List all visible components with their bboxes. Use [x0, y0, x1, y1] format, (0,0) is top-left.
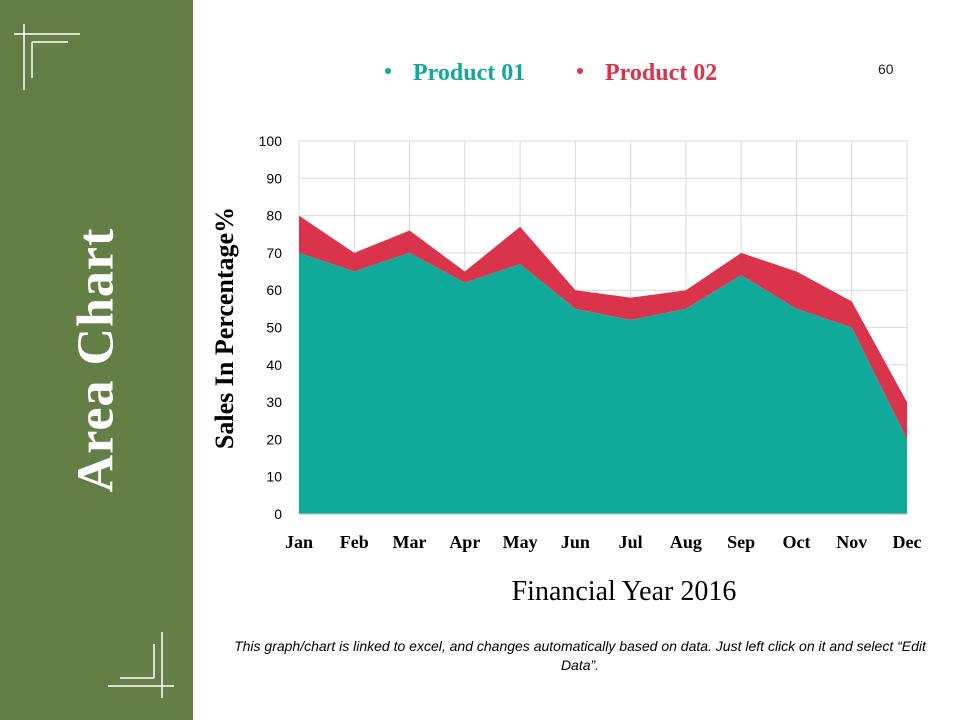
x-tick-label: Oct — [782, 532, 810, 552]
legend-label: Product 02 — [605, 60, 717, 86]
y-tick-label: 0 — [274, 506, 282, 522]
area-series-product-01 — [299, 252, 907, 514]
x-tick-label: Sep — [727, 532, 755, 552]
y-tick-label: 30 — [266, 394, 282, 410]
footnote: This graph/chart is linked to excel, and… — [234, 638, 926, 673]
y-tick-label: 100 — [259, 133, 283, 149]
y-tick-label: 10 — [266, 469, 282, 485]
x-tick-label: Dec — [893, 532, 922, 552]
y-tick-label: 70 — [266, 245, 282, 261]
y-tick-label: 60 — [266, 282, 282, 298]
x-axis-title: Financial Year 2016 — [512, 576, 737, 607]
y-tick-label: 80 — [266, 208, 282, 224]
x-tick-label: Feb — [340, 532, 369, 552]
legend-label: Product 01 — [413, 60, 525, 86]
area-chart: 0 10 20 30 40 50 60 70 80 90 100 Jan Feb Mar Apr May Jun… — [210, 60, 922, 607]
y-axis-title: Sales In Percentage% — [210, 207, 239, 449]
x-tick-label: May — [503, 532, 538, 552]
legend-marker — [577, 68, 583, 74]
x-tick-label: Mar — [393, 532, 427, 552]
corner-ornament-top-left — [14, 24, 80, 90]
x-tick-label: Aug — [670, 532, 702, 552]
y-tick-label: 20 — [266, 431, 282, 447]
legend-marker — [385, 68, 391, 74]
x-tick-label: Jul — [619, 532, 643, 552]
x-tick-label: Jun — [561, 532, 590, 552]
y-tick-label: 90 — [266, 170, 282, 186]
slide-number: 60 — [878, 61, 894, 77]
x-tick-label: Jan — [285, 532, 313, 552]
y-tick-label: 40 — [266, 357, 282, 373]
y-tick-label: 50 — [266, 320, 282, 336]
x-tick-label: Nov — [836, 532, 867, 552]
sidebar: Area Chart — [0, 0, 193, 720]
corner-ornament-bottom-left — [108, 632, 174, 698]
area-series-product-02 — [299, 215, 907, 440]
x-tick-label: Apr — [449, 532, 480, 552]
